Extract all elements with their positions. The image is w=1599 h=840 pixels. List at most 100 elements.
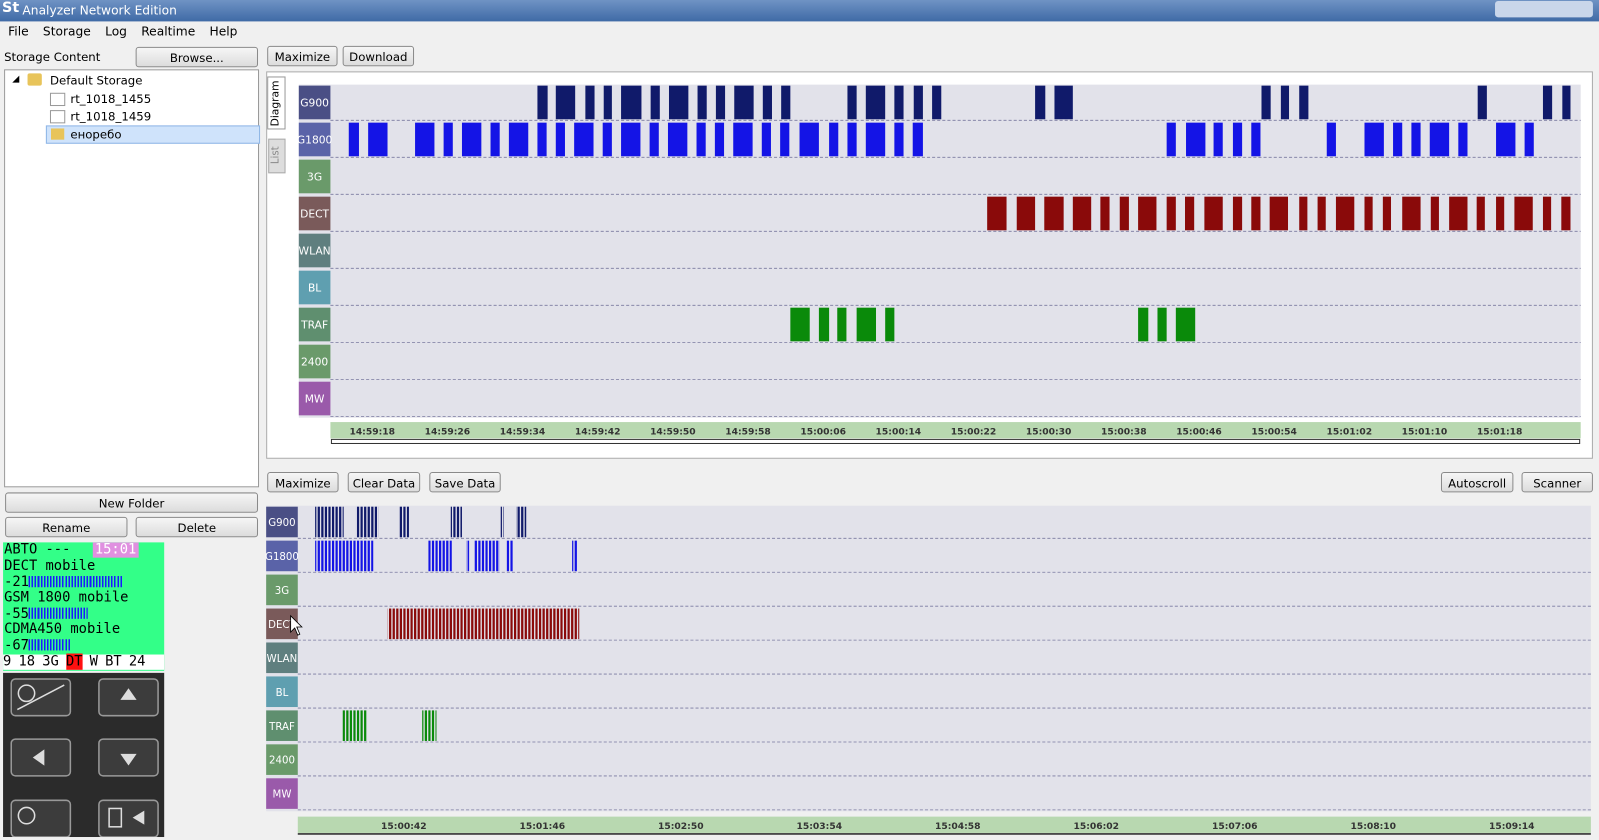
new-folder-button[interactable]: New Folder bbox=[5, 492, 259, 513]
list-tab[interactable]: List bbox=[268, 138, 286, 174]
signal-burst bbox=[1035, 85, 1046, 120]
time-label: 15:00:14 bbox=[876, 426, 922, 437]
tree-item[interactable]: rt_1018_1459 bbox=[70, 109, 152, 124]
signal-burst bbox=[847, 85, 857, 120]
device-text: -21 bbox=[4, 573, 29, 590]
signal-burst bbox=[555, 85, 576, 120]
signal-burst bbox=[368, 122, 388, 157]
file-icon bbox=[49, 92, 66, 107]
status-item: 18 bbox=[18, 653, 36, 670]
device-line: CDMA450 mobile bbox=[4, 622, 128, 638]
signal-burst bbox=[398, 506, 409, 538]
device-lines: DECT mobile -21 GSM 1800 mobile -55 CDMA450 … bbox=[4, 558, 128, 654]
signal-burst bbox=[1429, 122, 1450, 157]
signal-burst bbox=[1175, 307, 1196, 342]
signal-burst bbox=[474, 540, 500, 572]
tree-item[interactable]: rt_1018_1455 bbox=[70, 91, 152, 107]
row-label-box bbox=[298, 307, 331, 342]
maximize-button[interactable]: Maximize bbox=[267, 472, 339, 493]
menu-item[interactable]: Realtime bbox=[141, 24, 196, 39]
signal-burst bbox=[355, 506, 379, 538]
window-controls[interactable] bbox=[1495, 1, 1593, 18]
time-label: 15:00:46 bbox=[1176, 426, 1222, 437]
menu-item[interactable]: Log bbox=[105, 24, 127, 39]
device-line: GSM 1800 mobile bbox=[4, 590, 128, 606]
signal-burst bbox=[1335, 196, 1355, 231]
signal-burst bbox=[1138, 307, 1149, 342]
selection bbox=[45, 125, 261, 144]
signal-burst bbox=[1251, 122, 1261, 157]
maximize-button[interactable]: Maximize bbox=[267, 45, 338, 67]
signal-burst bbox=[342, 710, 368, 741]
row-label-box bbox=[266, 540, 298, 572]
clear-data-button[interactable]: Clear Data bbox=[347, 472, 421, 493]
signal-burst bbox=[621, 85, 642, 120]
row-label-box bbox=[266, 676, 298, 708]
signal-burst bbox=[987, 196, 1007, 231]
menu-item[interactable]: Storage bbox=[42, 24, 91, 39]
time-label: 15:01:46 bbox=[520, 821, 566, 832]
row-label: G900 bbox=[268, 518, 295, 529]
signal-burst bbox=[1186, 122, 1206, 157]
status-item: 9 bbox=[3, 653, 12, 670]
signal-burst bbox=[894, 85, 904, 120]
row-label-box bbox=[298, 85, 331, 120]
signal-burst bbox=[1299, 196, 1308, 231]
time-label: 14:59:26 bbox=[425, 426, 471, 437]
signal-burst bbox=[1232, 122, 1243, 157]
signal-burst bbox=[1542, 196, 1552, 231]
browse-button[interactable]: Browse... bbox=[135, 46, 259, 68]
time-label: 14:59:50 bbox=[650, 426, 696, 437]
tree-item[interactable]: енорeбо bbox=[70, 127, 122, 142]
device-text: CDMA450 mobile bbox=[4, 621, 121, 638]
time-label: 14:59:34 bbox=[500, 426, 546, 437]
menu-bar: File Storage Log Realtime Help bbox=[0, 21, 1599, 41]
time-label: 14:59:58 bbox=[725, 426, 771, 437]
time-label: 15:00:06 bbox=[800, 426, 846, 437]
tree-item[interactable]: Default Storage bbox=[49, 73, 143, 88]
signal-burst bbox=[1364, 196, 1373, 231]
signal-burst bbox=[428, 540, 452, 572]
row-label-box bbox=[266, 506, 298, 538]
save-data-button[interactable]: Save Data bbox=[429, 472, 501, 493]
menu-item[interactable]: Help bbox=[209, 24, 238, 39]
signal-burst bbox=[1542, 85, 1553, 120]
signal-burst bbox=[387, 608, 580, 640]
signal-meter bbox=[28, 639, 72, 651]
diagram-tab[interactable]: Diagram bbox=[267, 76, 286, 130]
rename-button[interactable]: Rename bbox=[5, 516, 128, 538]
time-axis bbox=[297, 816, 1591, 833]
signal-burst bbox=[461, 122, 482, 157]
download-button[interactable]: Download bbox=[342, 45, 415, 67]
signal-burst bbox=[602, 122, 612, 157]
tree-expander[interactable]: ◢ bbox=[12, 74, 20, 85]
signal-burst bbox=[865, 85, 886, 120]
scanner-button[interactable]: Scanner bbox=[1521, 472, 1593, 493]
signal-burst bbox=[913, 85, 923, 120]
row-label-box bbox=[298, 233, 331, 268]
row-label-box bbox=[298, 122, 331, 157]
signal-burst bbox=[1524, 122, 1534, 157]
signal-burst bbox=[1138, 196, 1157, 231]
status-item: DT bbox=[65, 653, 83, 670]
device-text: -55 bbox=[4, 605, 29, 622]
autoscroll-button[interactable]: Autoscroll bbox=[1440, 472, 1514, 493]
signal-burst bbox=[733, 122, 753, 157]
device-mode: АВТО --- bbox=[4, 542, 71, 558]
signal-burst bbox=[714, 122, 725, 157]
signal-burst bbox=[1251, 196, 1261, 231]
device-line: -21 bbox=[4, 573, 128, 591]
row-label-box bbox=[266, 778, 298, 809]
delete-button[interactable]: Delete bbox=[135, 516, 259, 538]
signal-burst bbox=[1280, 85, 1290, 120]
signal-burst bbox=[696, 122, 706, 157]
device-line: DECT mobile bbox=[4, 558, 128, 575]
signal-burst bbox=[508, 122, 529, 157]
signal-burst bbox=[762, 85, 772, 120]
time-label: 15:00:42 bbox=[381, 821, 427, 832]
menu-item[interactable]: File bbox=[8, 24, 29, 39]
signal-burst bbox=[1449, 196, 1468, 231]
signal-burst bbox=[1157, 307, 1167, 342]
device-text: -67 bbox=[4, 637, 29, 654]
